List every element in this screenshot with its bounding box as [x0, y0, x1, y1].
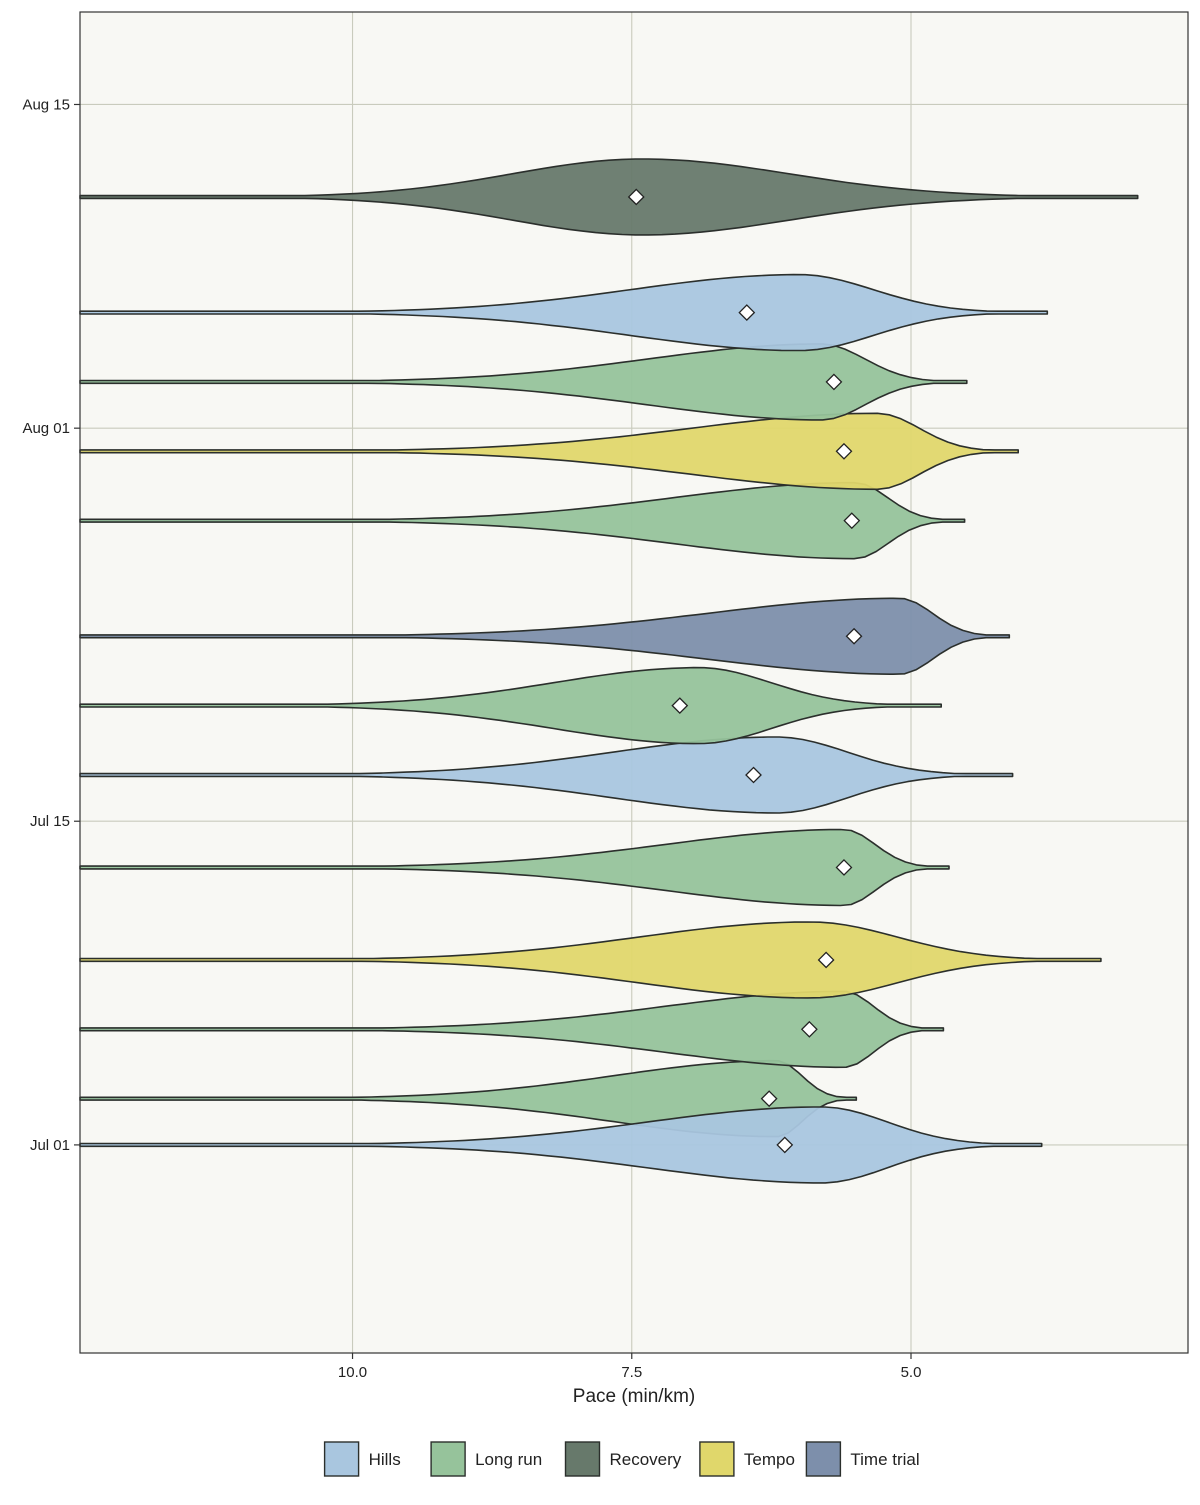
mean-marker-12	[627, 188, 645, 206]
violin-11	[79, 273, 1049, 352]
mean-marker-3	[817, 951, 835, 969]
y-axis: Jul 01 Jul 15 Aug 01 Aug 15	[22, 96, 80, 1154]
violins	[79, 158, 1139, 1184]
mean-marker-2	[800, 1020, 818, 1038]
violin-10	[79, 343, 968, 421]
mean-markers	[627, 188, 863, 1154]
plot-border	[79, 11, 1189, 1354]
violin-1	[79, 1106, 1043, 1184]
mean-marker-8	[843, 512, 861, 530]
x-tick-label-1: 7.5	[621, 1364, 642, 1381]
legend: Hills Long run Recovery Tempo Time trial	[323, 1441, 920, 1477]
x-tick-label-0: 10.0	[338, 1364, 367, 1381]
violin-8	[79, 481, 966, 560]
violin-6	[79, 666, 942, 745]
legend-label-0: Hills	[369, 1450, 401, 1469]
legend-key-4	[805, 1441, 842, 1477]
legend-label-3: Tempo	[744, 1450, 795, 1469]
x-axis: 10.0 7.5 5.0	[338, 1353, 921, 1381]
violin-9	[79, 412, 1019, 491]
legend-key-2	[564, 1441, 601, 1477]
mean-marker-7	[845, 627, 863, 645]
y-tick-label-1: Jul 15	[30, 813, 70, 830]
legend-label-2: Recovery	[610, 1450, 682, 1469]
mean-marker-0	[760, 1090, 778, 1108]
y-tick-label-0: Jul 01	[30, 1137, 70, 1154]
violin-4	[79, 828, 950, 907]
mean-marker-11	[738, 304, 756, 321]
legend-label-1: Long run	[475, 1450, 542, 1469]
violin-2	[79, 990, 945, 1069]
legend-label-4: Time trial	[850, 1450, 919, 1469]
mean-marker-6	[671, 697, 689, 715]
legend-key-3	[699, 1441, 735, 1477]
mean-marker-5	[745, 766, 762, 784]
x-tick-label-2: 5.0	[901, 1364, 922, 1381]
violin-3	[79, 921, 1102, 999]
violin-0	[79, 1059, 858, 1138]
violin-12	[79, 158, 1139, 236]
violin-7	[79, 597, 1011, 675]
mean-marker-9	[835, 442, 853, 460]
mean-marker-1	[776, 1136, 794, 1154]
y-tick-label-2: Aug 01	[22, 420, 70, 437]
legend-key-1	[430, 1441, 466, 1477]
mean-marker-4	[835, 859, 853, 876]
violin-5	[79, 736, 1014, 814]
x-axis-title: Pace (min/km)	[573, 1386, 695, 1407]
y-tick-label-3: Aug 15	[22, 96, 70, 113]
legend-key-0	[323, 1441, 360, 1477]
mean-marker-10	[825, 373, 843, 391]
